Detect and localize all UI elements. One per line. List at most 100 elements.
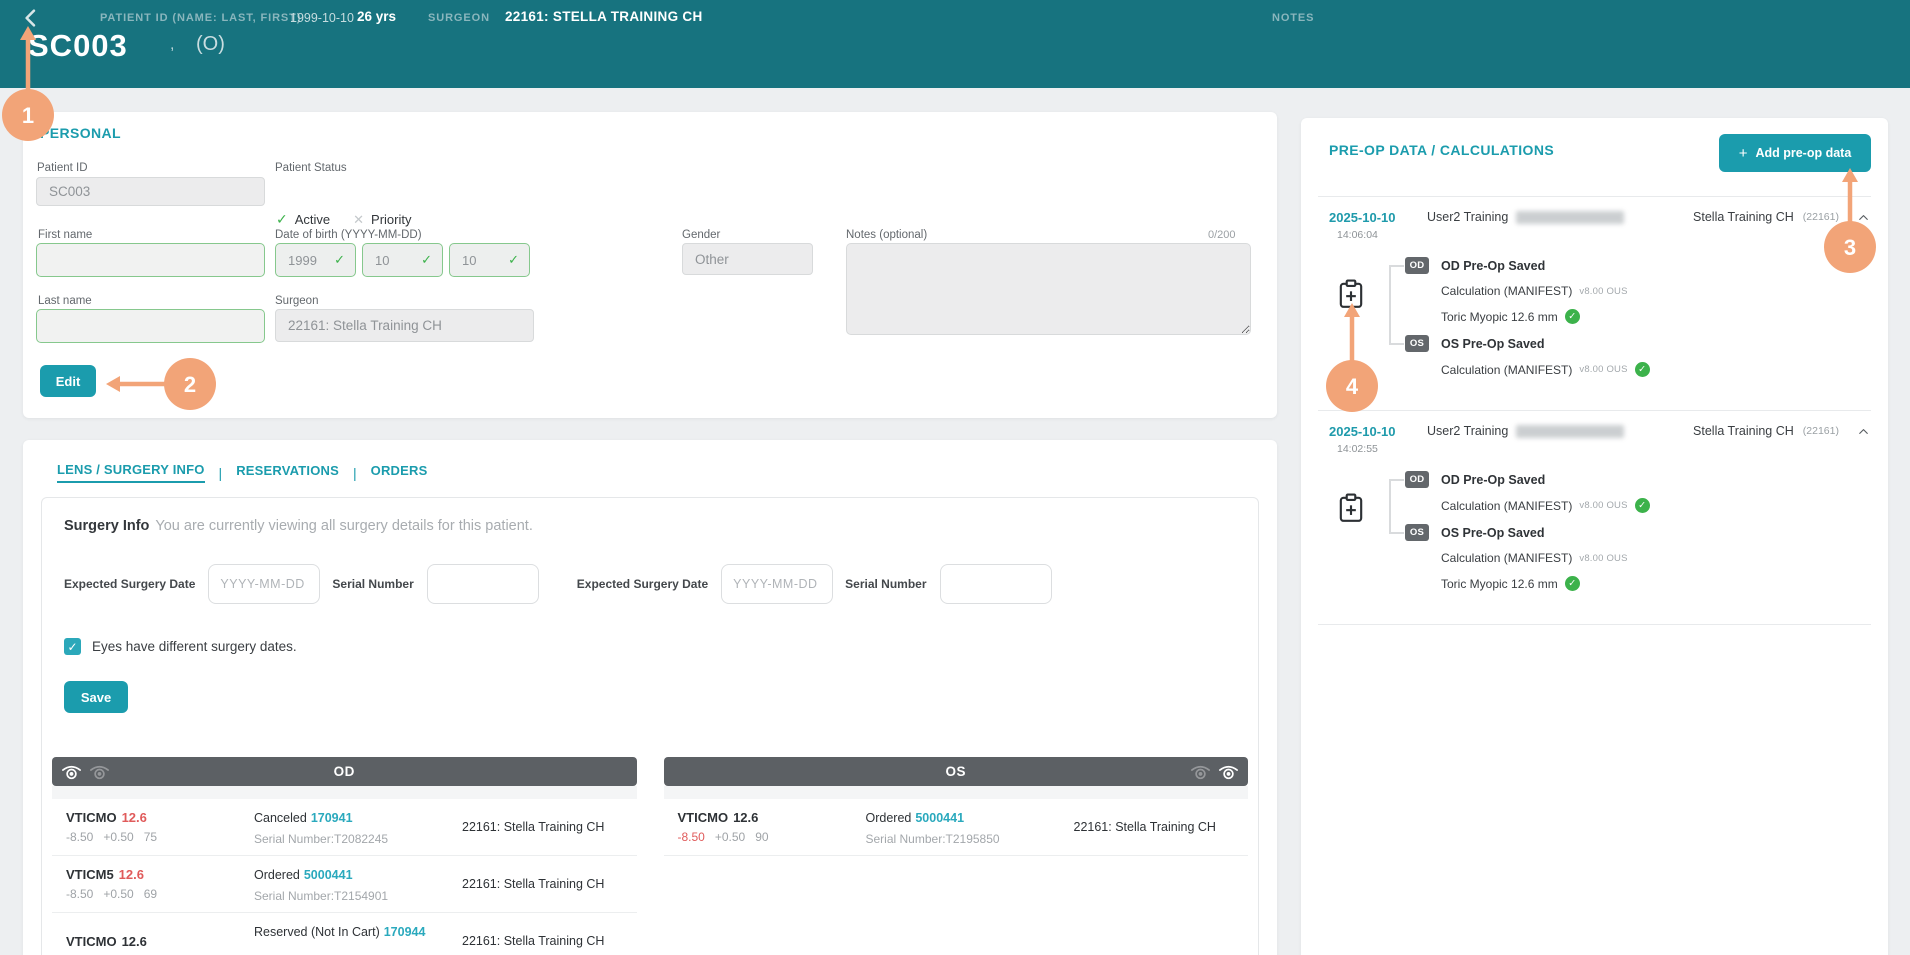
surgery-info-panel: Surgery Info You are currently viewing al… (41, 497, 1259, 955)
tab-orders[interactable]: ORDERS (370, 463, 428, 478)
eye-item-title: OD Pre-Op Saved (1441, 258, 1546, 273)
plus-icon: + (1738, 144, 1748, 162)
preop-detail-line: Calculation (MANIFEST) v8.00 OUS (1441, 284, 1628, 298)
eye-badge: OD (1405, 257, 1429, 274)
preop-entry-items: OD OD Pre-Op Saved Calculation (MANIFEST… (1375, 257, 1871, 388)
lens-model-cell: VTICM5 12.6 -8.50 +0.50 69 (66, 867, 254, 901)
dob-label: Date of birth (YYYY-MM-DD) (275, 229, 422, 241)
eye-visible-icon[interactable] (61, 764, 82, 780)
patient-tabs: LENS / SURGERY INFO | RESERVATIONS | ORD… (57, 462, 1259, 483)
success-check-icon: ✓ (1634, 362, 1650, 377)
eye-badge: OS (1405, 335, 1429, 352)
preop-eye-item: OD OD Pre-Op Saved Calculation (MANIFEST… (1389, 257, 1871, 324)
eye-hidden-icon[interactable] (1190, 764, 1211, 780)
lens-order-number-link[interactable]: 5000441 (915, 810, 965, 825)
od-table-title: OD (333, 764, 355, 779)
priority-cross-icon: ✕ (353, 211, 365, 227)
collapse-chevron-icon[interactable] (1856, 427, 1871, 436)
status-priority-label[interactable]: Priority (371, 212, 412, 227)
serial-number-label: Serial Number (845, 577, 927, 591)
lens-status-cell: Ordered 5000441 Serial Number:T2195850 (866, 809, 1074, 846)
lens-serial-number: Serial Number:T2154901 (254, 888, 389, 903)
preop-entries-list: 2025-10-10 14:06:04 User2 Training Stell… (1318, 196, 1871, 625)
lens-status: Reserved (Not In Cart) (254, 924, 380, 939)
lens-order-number-link[interactable]: 170944 (383, 924, 426, 939)
lens-order-number-link[interactable]: 5000441 (303, 867, 353, 882)
dob-day-input: 10 ✓ (449, 243, 530, 277)
entry-user: User2 Training (1427, 210, 1625, 224)
last-name-label: Last name (38, 295, 92, 307)
lens-surgeon: 22161: Stella Training CH (462, 820, 605, 834)
status-active-label[interactable]: Active (294, 212, 331, 227)
preop-detail-line: Toric Myopic 12.6 mm ✓ (1441, 309, 1871, 324)
preop-entry-body: OD OD Pre-Op Saved Calculation (MANIFEST… (1329, 257, 1871, 388)
lens-row: VTICMO 12.6 -8.50 +0.50 90 Ordered 5000441 S… (663, 799, 1248, 856)
lens-row: VTICM5 12.6 -8.50 +0.50 69 Ordered 5000441 S… (52, 856, 637, 913)
lens-model: VTICMO (677, 810, 729, 825)
entry-date: 2025-10-10 (1329, 210, 1396, 225)
lens-surgeon: 22161: Stella Training CH (462, 877, 605, 891)
preop-card: PRE-OP DATA / CALCULATIONS + Add pre-op … (1301, 118, 1888, 955)
eye-badge: OS (1405, 524, 1429, 541)
copy-preop-data-button[interactable] (1329, 471, 1375, 602)
entry-user: User2 Training (1427, 424, 1625, 438)
entry-surgeon: Stella Training CH (1693, 424, 1794, 438)
os-table-header: OS (663, 757, 1248, 786)
personal-card: PERSONAL Patient ID Patient Status ✓ Act… (23, 112, 1277, 418)
back-icon[interactable] (22, 9, 38, 27)
last-name-input (36, 309, 265, 343)
collapse-chevron-icon[interactable] (1856, 213, 1871, 222)
patient-id-input (36, 177, 265, 206)
copy-preop-data-button[interactable] (1329, 257, 1375, 388)
eye-item-title: OS Pre-Op Saved (1441, 336, 1545, 351)
tab-separator: | (218, 464, 223, 481)
lens-model-cell: VTICMO 12.6 -8.50 +0.50 75 (66, 810, 254, 844)
lens-specs: -8.50 +0.50 90 (677, 830, 769, 844)
entry-surgeon-id: (22161) (1802, 425, 1839, 437)
expected-surgery-date-input-od[interactable] (208, 564, 321, 604)
title-comma: , (170, 36, 175, 53)
lens-specs: -8.50 +0.50 75 (66, 830, 158, 844)
dob-day-valid-icon: ✓ (508, 252, 519, 267)
clipboard-plus-icon (1339, 493, 1363, 522)
lens-status-cell: Reserved (Not In Cart) 170944 (254, 923, 462, 955)
preop-entry: 2025-10-10 14:02:55 User2 Training Stell… (1318, 411, 1871, 625)
surgeon-input (275, 309, 534, 342)
edit-button[interactable]: Edit (40, 365, 96, 397)
notes-textarea (846, 243, 1251, 335)
serial-number-input-od[interactable] (426, 564, 539, 604)
table-spacer (663, 786, 1248, 799)
header-surgeon-value: 22161: STELLA TRAINING CH (505, 9, 703, 24)
entry-time: 14:06:04 (1337, 229, 1378, 241)
different-surgery-dates-checkbox[interactable]: ✓ (64, 638, 81, 655)
add-preop-data-button[interactable]: + Add pre-op data (1719, 134, 1871, 172)
active-check-icon: ✓ (276, 211, 288, 227)
os-table-rows: VTICMO 12.6 -8.50 +0.50 90 Ordered 5000441 S… (663, 799, 1248, 856)
expected-surgery-date-input-os[interactable] (721, 564, 834, 604)
success-check-icon: ✓ (1634, 498, 1650, 513)
success-check-icon: ✓ (1564, 309, 1580, 324)
lens-size: 12.6 (733, 810, 759, 825)
notes-column-label: NOTES (1272, 12, 1315, 24)
serial-number-input-os[interactable] (939, 564, 1052, 604)
preop-eye-item: OD OD Pre-Op Saved Calculation (MANIFEST… (1389, 471, 1871, 513)
tab-reservations[interactable]: RESERVATIONS (236, 463, 339, 478)
lens-status: Canceled (254, 810, 307, 825)
header-dob: 1999-10-10 (290, 11, 354, 25)
surgeon-column-label: SURGEON (428, 12, 490, 24)
save-button[interactable]: Save (64, 681, 128, 713)
preop-entry-items: OD OD Pre-Op Saved Calculation (MANIFEST… (1375, 471, 1871, 602)
table-spacer (52, 786, 637, 799)
dob-month-valid-icon: ✓ (421, 252, 432, 267)
lens-order-number-link[interactable]: 170941 (310, 810, 353, 825)
dob-month-input: 10 ✓ (362, 243, 443, 277)
eye-item-title: OD Pre-Op Saved (1441, 472, 1546, 487)
expected-surgery-date-label: Expected Surgery Date (64, 577, 196, 591)
first-name-label: First name (38, 229, 93, 241)
tab-lens-surgery-info[interactable]: LENS / SURGERY INFO (57, 462, 205, 483)
lens-model: VTICMO (66, 933, 117, 949)
eye-visible-icon[interactable] (1218, 764, 1239, 780)
eye-hidden-icon[interactable] (89, 764, 110, 780)
different-surgery-dates-label: Eyes have different surgery dates. (92, 639, 297, 654)
entry-surgeon-id: (22161) (1802, 211, 1839, 223)
